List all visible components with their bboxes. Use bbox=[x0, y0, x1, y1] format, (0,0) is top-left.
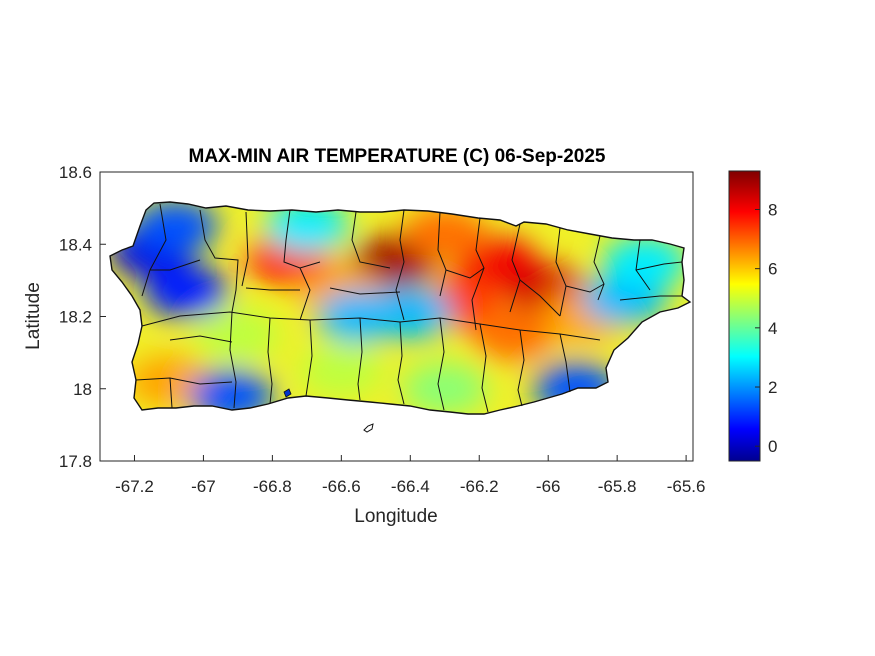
x-tick-label: -66 bbox=[536, 477, 561, 496]
y-tick-label: 18 bbox=[73, 380, 92, 399]
field-hotspot bbox=[402, 207, 487, 260]
municipality-boundary bbox=[169, 377, 173, 409]
municipality-boundary bbox=[437, 211, 447, 297]
municipality-boundary bbox=[150, 259, 201, 271]
small-cay bbox=[283, 388, 292, 398]
map-title: MAX-MIN AIR TEMPERATURE (C) 06-Sep-2025 bbox=[189, 146, 606, 167]
municipality-boundary bbox=[351, 211, 391, 269]
municipality-boundary bbox=[329, 287, 401, 295]
municipality-boundary bbox=[141, 203, 167, 297]
field-hotspot bbox=[471, 308, 556, 361]
municipality-boundary bbox=[555, 227, 567, 317]
municipality-boundary bbox=[229, 311, 237, 409]
municipality-boundary bbox=[283, 209, 321, 269]
y-axis-ticks: 17.8 18 18.2 18.4 18.6 bbox=[59, 163, 106, 471]
colorbar-tick-label: 6 bbox=[768, 260, 777, 279]
colorbar-tick-label: 2 bbox=[768, 378, 777, 397]
field-hotspot bbox=[402, 362, 487, 414]
municipality-boundary bbox=[267, 317, 273, 405]
caja-de-muertos-island bbox=[363, 423, 374, 433]
x-tick-label: -66.2 bbox=[460, 477, 499, 496]
municipality-boundary bbox=[565, 283, 605, 293]
y-tick-label: 18.6 bbox=[59, 163, 92, 182]
colorbar-ticks: 0 2 4 6 8 bbox=[755, 200, 777, 456]
field-hotspot bbox=[368, 286, 453, 339]
municipality-boundary bbox=[397, 321, 405, 405]
y-tick-label: 18.4 bbox=[59, 235, 92, 254]
municipality-boundary bbox=[169, 335, 233, 343]
y-tick-label: 18.2 bbox=[59, 308, 92, 327]
x-tick-label: -66.6 bbox=[322, 477, 361, 496]
municipality-boundary bbox=[395, 209, 405, 321]
municipality-boundary bbox=[619, 295, 682, 301]
municipality-boundary bbox=[445, 267, 485, 279]
municipality-boundary bbox=[437, 317, 445, 411]
field-hotspot bbox=[195, 308, 280, 361]
colorbar-tick-label: 8 bbox=[768, 200, 777, 219]
x-tick-label: -65.6 bbox=[667, 477, 706, 496]
colorbar-tick-label: 4 bbox=[768, 319, 777, 338]
colorbar: 0 2 4 6 8 bbox=[728, 170, 777, 462]
x-tick-label: -65.8 bbox=[598, 477, 637, 496]
x-tick-label: -67.2 bbox=[115, 477, 154, 496]
field-hotspot bbox=[133, 202, 218, 253]
municipality-boundary bbox=[593, 235, 605, 301]
y-axis-label: Latitude bbox=[23, 282, 44, 350]
municipality-boundary bbox=[299, 267, 311, 321]
municipality-boundaries bbox=[135, 203, 683, 413]
municipality-boundary bbox=[635, 261, 683, 271]
field-hotspot bbox=[602, 236, 687, 289]
municipality-boundary bbox=[141, 311, 601, 341]
colorbar-gradient bbox=[728, 170, 761, 462]
municipality-boundary bbox=[245, 287, 300, 291]
municipality-boundary bbox=[357, 317, 363, 401]
municipality-boundary bbox=[199, 209, 239, 313]
municipality-boundary bbox=[519, 279, 561, 317]
x-axis-label: Longitude bbox=[354, 506, 437, 527]
x-tick-label: -67 bbox=[191, 477, 216, 496]
plot-area: -67.2 -67 -66.8 -66.6 -66.4 -66.2 -66 -65.8 -65.… bbox=[59, 163, 706, 496]
field-hotspot bbox=[299, 344, 384, 397]
municipality-boundary bbox=[509, 223, 521, 313]
municipality-boundary bbox=[305, 319, 313, 397]
municipality-boundary bbox=[135, 377, 233, 385]
x-axis-ticks: -67.2 -67 -66.8 -66.6 -66.4 -66.2 -66 -65.8 -65.… bbox=[115, 455, 705, 496]
colorbar-tick-label: 0 bbox=[768, 437, 777, 456]
municipality-boundary bbox=[559, 333, 571, 393]
x-tick-label: -66.8 bbox=[253, 477, 292, 496]
municipality-boundary bbox=[241, 211, 249, 287]
municipality-boundary bbox=[479, 323, 489, 413]
island-outline bbox=[109, 201, 692, 415]
field-hotspot bbox=[144, 265, 229, 318]
y-tick-label: 17.8 bbox=[59, 452, 92, 471]
municipality-boundary bbox=[517, 329, 525, 407]
x-tick-label: -66.4 bbox=[391, 477, 430, 496]
